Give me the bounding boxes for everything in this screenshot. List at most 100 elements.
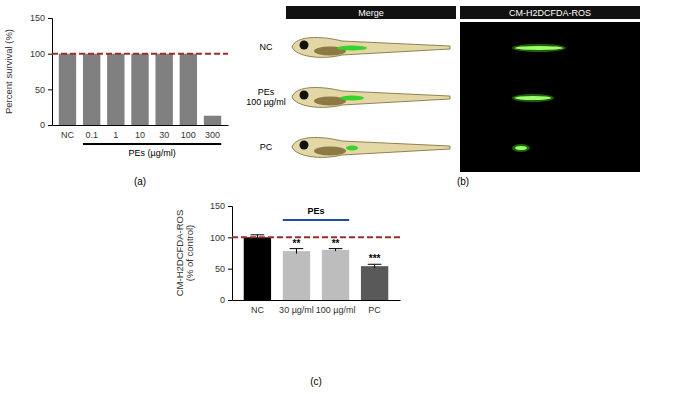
- group-line: [83, 143, 221, 145]
- bar: [131, 54, 148, 125]
- fish-eye: [300, 141, 309, 150]
- y-tick: 100: [210, 233, 232, 243]
- x-tick-label: 0.1: [85, 130, 98, 140]
- error-bar-stem: [296, 249, 297, 254]
- chart: 0 50 100 150 NC 0.1 1 10 30 100 300 PEs (µg/ml) Perc…: [3, 13, 229, 158]
- bar: [107, 54, 124, 125]
- fish-green: [340, 96, 364, 101]
- fluorescence-glow: [512, 144, 530, 152]
- x-tick: 1: [113, 125, 118, 140]
- x-tick: NC: [251, 300, 264, 315]
- y-tick-mark: [48, 54, 52, 55]
- y-axis-title: CM-H2DCFDA-ROS(% of control): [174, 210, 195, 297]
- y-tick-label: 100: [210, 233, 225, 243]
- bar: [244, 237, 271, 300]
- x-axis-line: [53, 125, 229, 126]
- x-tick: 300: [205, 125, 220, 140]
- group-label: PEs (µg/ml): [128, 148, 175, 158]
- significance: **: [293, 238, 301, 249]
- bar: [204, 116, 221, 125]
- bar: [83, 54, 100, 125]
- error-bar: [290, 249, 304, 254]
- fluorescence: [515, 46, 563, 50]
- fish-body: [292, 37, 450, 57]
- y-tick-label: 50: [35, 85, 45, 95]
- x-tick: 100: [181, 125, 196, 140]
- fluorescence-glow: [512, 94, 554, 102]
- y-tick-label: 100: [30, 49, 45, 59]
- error-bar: [329, 249, 343, 252]
- y-tick-mark: [228, 206, 232, 207]
- fish-green: [346, 146, 358, 151]
- fish-body: [292, 87, 450, 107]
- fish-green: [337, 46, 367, 51]
- y-tick-mark: [48, 89, 52, 90]
- y-tick: 50: [215, 264, 232, 274]
- x-tick: 30: [159, 125, 169, 140]
- image-panel: MergeCM-H2DCFDA-ROSNCPEs100 µg/mlPC(b): [246, 6, 640, 187]
- x-tick: 100 µg/ml: [316, 300, 356, 315]
- y-tick-mark: [48, 125, 52, 126]
- y-tick-label: 0: [40, 120, 45, 130]
- column-header: Merge: [358, 8, 384, 18]
- bar: [322, 250, 349, 300]
- x-tick-label: 100: [181, 130, 196, 140]
- chart: 050100150NC30 µg/ml100 µg/mlPC*******PEs…: [174, 201, 401, 315]
- y-tick-mark: [228, 300, 232, 301]
- bar: [283, 251, 310, 300]
- bar: [155, 54, 172, 125]
- y-tick-label: 150: [30, 13, 45, 23]
- x-tick-label: NC: [251, 305, 264, 315]
- column-header-bg: [460, 6, 640, 19]
- fluorescence: [515, 146, 527, 150]
- y-axis-line: [48, 19, 53, 126]
- x-tick: PC: [368, 300, 381, 315]
- y-tick: 0: [220, 295, 232, 305]
- x-tick-label: 300: [205, 130, 220, 140]
- panel-label: (a): [134, 176, 146, 187]
- error-bar: [368, 264, 382, 268]
- y-tick: 150: [210, 201, 232, 211]
- fish-eye: [300, 41, 309, 50]
- x-tick-label: 10: [135, 130, 145, 140]
- y-tick: 50: [35, 85, 52, 95]
- fluorescence-glow: [512, 44, 566, 52]
- x-tick-label: NC: [61, 130, 74, 140]
- x-tick: 10: [135, 125, 145, 140]
- error-bar-stem: [257, 235, 258, 240]
- row-label: PC: [260, 142, 273, 152]
- column-header-bg: [286, 6, 456, 19]
- bar: [361, 266, 388, 300]
- group-label: PEs: [307, 206, 324, 216]
- significance: ***: [369, 253, 381, 264]
- row-label: NC: [260, 42, 273, 52]
- y-tick-mark: [228, 269, 232, 270]
- error-bar-stem: [374, 264, 375, 268]
- panel-label: (c): [310, 376, 322, 387]
- y-tick-label: 0: [220, 295, 225, 305]
- fish-yolk: [314, 147, 346, 156]
- bar: [180, 54, 197, 125]
- x-tick-label: PC: [368, 305, 381, 315]
- y-tick-mark: [228, 237, 232, 238]
- panel-label: (b): [457, 176, 469, 187]
- x-axis: NC 30 µg/ml100 µg/ml PC: [233, 300, 401, 315]
- y-tick-mark: [48, 18, 52, 19]
- x-tick: NC: [61, 125, 74, 140]
- bar: [59, 54, 76, 125]
- y-tick: 100: [30, 49, 52, 59]
- y-axis-title: Percent survival (%): [3, 29, 14, 114]
- fish-eye: [300, 91, 309, 100]
- x-axis-line: [233, 300, 401, 301]
- y-tick-label: 50: [215, 264, 225, 274]
- row-label: PEs100 µg/ml: [246, 87, 286, 107]
- reference-line: [52, 53, 228, 55]
- x-tick-label: 30 µg/ml: [279, 305, 314, 315]
- y-axis-line: [228, 207, 233, 301]
- plot-marks: [52, 54, 228, 125]
- y-tick-label: 150: [210, 201, 225, 211]
- error-bar-cap: [251, 234, 265, 235]
- y-axis: 0 50 100 150: [30, 13, 53, 130]
- significance: **: [332, 238, 340, 249]
- fish-body: [292, 137, 450, 157]
